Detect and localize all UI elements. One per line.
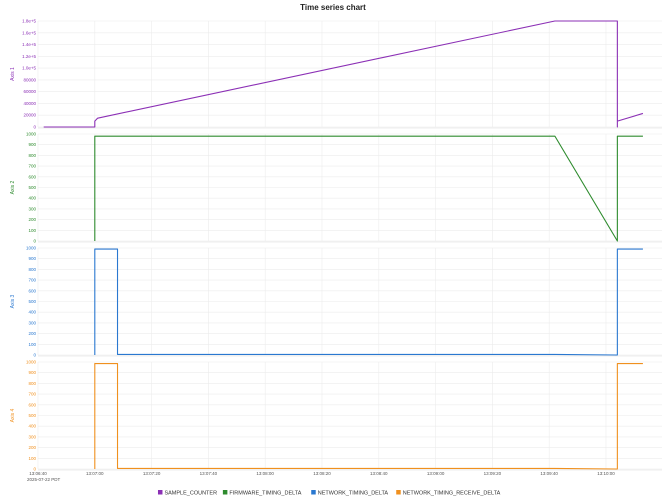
legend-label: NETWORK_TIMING_RECEIVE_DELTA [403, 491, 501, 497]
legend-label: NETWORK_TIMING_DELTA [318, 491, 389, 497]
y-tick-label: 0 [33, 125, 36, 130]
y-tick-label: 60000 [23, 89, 36, 94]
x-tick-label: 13:06:40 [29, 471, 47, 476]
y-tick-label: 900 [28, 142, 36, 147]
y-tick-label: 700 [28, 392, 36, 397]
y-tick-label: 300 [28, 320, 36, 325]
x-tick-label: 13:10:00 [597, 471, 615, 476]
y-tick-label: 0 [33, 353, 36, 358]
y-tick-label: 100 [28, 456, 36, 461]
legend-item[interactable]: NETWORK_TIMING_DELTA [311, 490, 388, 497]
series-line [94, 135, 643, 242]
series-line [94, 248, 643, 356]
y-tick-label: 1000 [26, 360, 37, 365]
y-tick-label: 40000 [23, 101, 36, 106]
legend-item[interactable]: NETWORK_TIMING_RECEIVE_DELTA [396, 490, 501, 497]
y-tick-label: 400 [28, 196, 36, 201]
chart-title: Time series chart [300, 3, 366, 12]
x-tick-label: 13:09:40 [540, 471, 558, 476]
x-tick-label: 13:09:00 [427, 471, 445, 476]
y-tick-label: 300 [28, 206, 36, 211]
legend-label: FIRMWARE_TIMING_DELTA [229, 491, 301, 497]
panel-4: 0 100 200 300 400 500 600 700 800 900 1000 Axis 4 [10, 360, 662, 472]
x-tick-label: 13:07:40 [200, 471, 218, 476]
y-tick-label: 1.8e+5 [22, 19, 36, 24]
y-tick-label: 800 [28, 381, 36, 386]
y-tick-label: 600 [28, 288, 36, 293]
legend-item[interactable]: SAMPLE_COUNTER [157, 490, 217, 497]
y-tick-label: 1.0e+5 [22, 66, 36, 71]
chart-panels: 0200004000060000800001.0e+51.2e+51.4e+51… [10, 19, 662, 472]
y-tick-label: 500 [28, 413, 36, 418]
y-tick-label: 100 [28, 228, 36, 233]
legend-swatch [222, 490, 228, 495]
series-line [43, 20, 644, 128]
y-tick-label: 400 [28, 310, 36, 315]
y-tick-label: 80000 [23, 77, 36, 82]
y-tick-label: 900 [28, 370, 36, 375]
y-tick-label: 300 [28, 434, 36, 439]
panel-1: 0 20000 40000 60000 80000 1.0e+5 1.2e+5 1.4e+5 1… [10, 19, 662, 130]
legend-swatch [396, 490, 401, 495]
y-tick-label: 700 [28, 164, 36, 169]
x-tick-label: 13:07:00 [86, 471, 104, 476]
y-tick-label: 0 [33, 467, 36, 472]
y-tick-label: 200 [28, 331, 36, 336]
y-tick-label: 1.6e+5 [22, 30, 36, 35]
y-axis-title: Axis 3 [10, 294, 16, 308]
y-tick-label: 400 [28, 424, 36, 429]
x-tick-label: 13:07:20 [143, 471, 161, 476]
panel-3: 0 100 200 300 400 500 600 700 800 900 1000 Axis 3 [10, 246, 662, 358]
y-tick-label: 500 [28, 185, 36, 190]
x-tick-label: 13:09:20 [484, 471, 502, 476]
y-tick-label: 700 [28, 278, 36, 283]
legend: SAMPLE_COUNTER FIRMWARE_TIMING_DELTA NETWO… [157, 490, 501, 497]
legend-item[interactable]: FIRMWARE_TIMING_DELTA [222, 490, 302, 497]
y-axis-title: Axis 1 [10, 67, 16, 81]
x-axis: 13:06:40 13:07:00 13:07:20 13:07:40 13:08:00… [29, 471, 615, 476]
y-axis-title: Axis 2 [10, 180, 16, 194]
y-tick-label: 0 [33, 239, 36, 244]
y-tick-label: 500 [28, 299, 36, 304]
legend-label: SAMPLE_COUNTER [164, 491, 217, 497]
y-tick-label: 600 [28, 402, 36, 407]
legend-swatch [311, 490, 316, 495]
y-tick-label: 100 [28, 342, 36, 347]
x-tick-label: 13:08:20 [313, 471, 331, 476]
y-tick-label: 1.2e+5 [22, 54, 36, 59]
y-tick-label: 800 [28, 267, 36, 272]
y-tick-label: 1.4e+5 [22, 42, 36, 47]
legend-swatch [157, 490, 163, 495]
y-tick-label: 20000 [23, 113, 36, 118]
y-tick-label: 1000 [26, 246, 37, 251]
y-tick-label: 200 [28, 217, 36, 222]
y-tick-label: 600 [28, 174, 36, 179]
x-date-label: 2025-07-22 PDT [27, 477, 61, 482]
series-line [94, 363, 643, 470]
y-axis-title: Axis 4 [10, 408, 16, 422]
y-tick-label: 800 [28, 153, 36, 158]
y-tick-label: 1000 [26, 132, 37, 137]
x-tick-label: 13:08:40 [370, 471, 388, 476]
panel-2: 0 100 200 300 400 500 600 700 800 900 1000 Axis 2 [10, 132, 662, 244]
x-tick-label: 13:08:00 [256, 471, 274, 476]
y-tick-label: 900 [28, 256, 36, 261]
y-tick-label: 200 [28, 445, 36, 450]
